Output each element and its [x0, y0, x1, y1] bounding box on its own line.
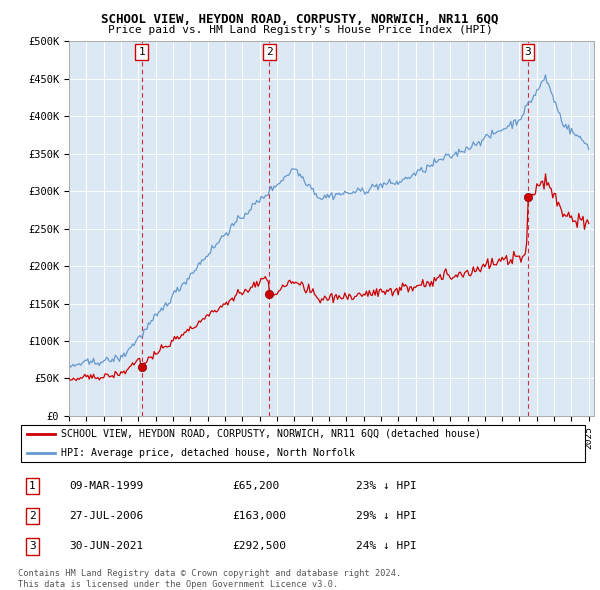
Text: £292,500: £292,500	[232, 542, 286, 552]
Text: 2: 2	[29, 512, 35, 521]
Text: £65,200: £65,200	[232, 481, 280, 491]
Text: 29% ↓ HPI: 29% ↓ HPI	[356, 512, 417, 521]
Text: Price paid vs. HM Land Registry's House Price Index (HPI): Price paid vs. HM Land Registry's House …	[107, 25, 493, 35]
Text: Contains HM Land Registry data © Crown copyright and database right 2024.
This d: Contains HM Land Registry data © Crown c…	[18, 569, 401, 589]
Text: £163,000: £163,000	[232, 512, 286, 521]
Text: 09-MAR-1999: 09-MAR-1999	[69, 481, 143, 491]
Text: 30-JUN-2021: 30-JUN-2021	[69, 542, 143, 552]
Text: HPI: Average price, detached house, North Norfolk: HPI: Average price, detached house, Nort…	[61, 448, 355, 458]
Text: 23% ↓ HPI: 23% ↓ HPI	[356, 481, 417, 491]
Text: SCHOOL VIEW, HEYDON ROAD, CORPUSTY, NORWICH, NR11 6QQ (detached house): SCHOOL VIEW, HEYDON ROAD, CORPUSTY, NORW…	[61, 429, 481, 439]
Text: 27-JUL-2006: 27-JUL-2006	[69, 512, 143, 521]
Text: 3: 3	[29, 542, 35, 552]
Text: 3: 3	[524, 47, 532, 57]
Text: 1: 1	[138, 47, 145, 57]
Text: 2: 2	[266, 47, 273, 57]
Text: SCHOOL VIEW, HEYDON ROAD, CORPUSTY, NORWICH, NR11 6QQ: SCHOOL VIEW, HEYDON ROAD, CORPUSTY, NORW…	[101, 13, 499, 26]
Text: 24% ↓ HPI: 24% ↓ HPI	[356, 542, 417, 552]
FancyBboxPatch shape	[21, 425, 585, 461]
Text: 1: 1	[29, 481, 35, 491]
